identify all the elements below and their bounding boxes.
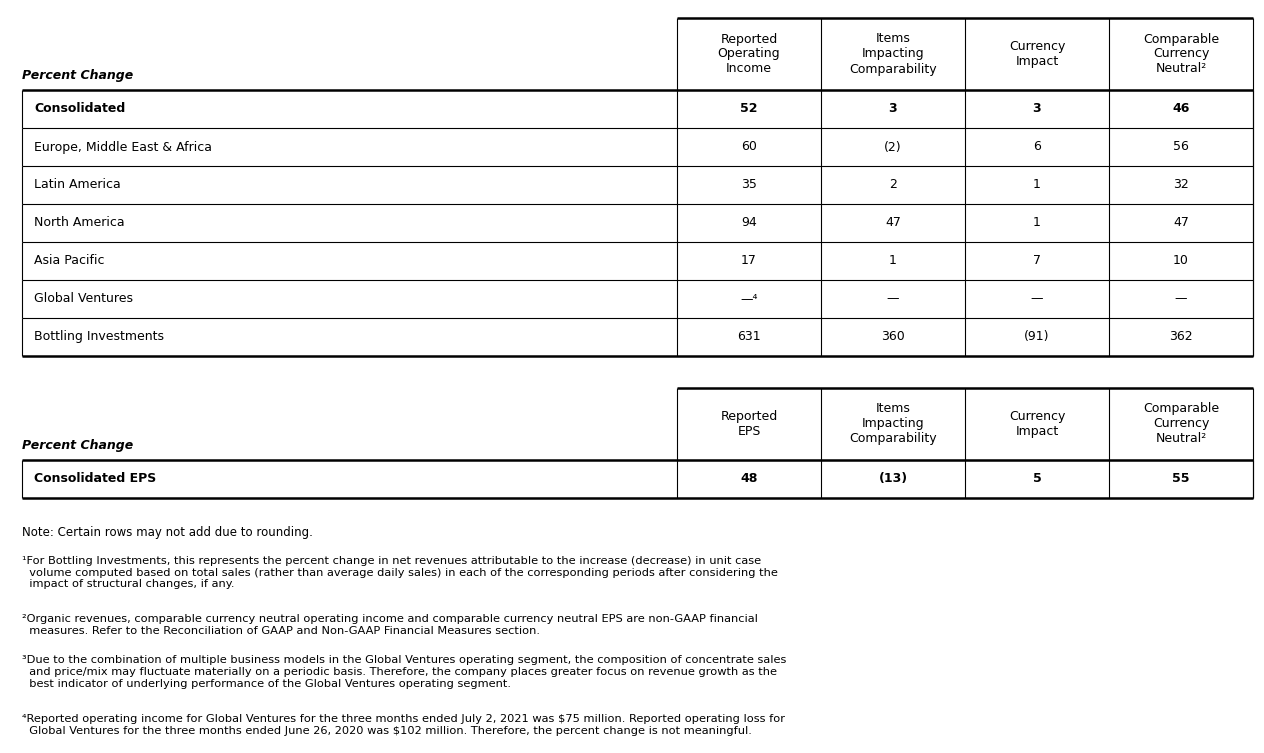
Text: 631: 631 — [737, 331, 761, 343]
Text: 17: 17 — [741, 255, 757, 267]
Text: 5: 5 — [1033, 472, 1042, 486]
Text: 3: 3 — [1033, 102, 1042, 115]
Text: 52: 52 — [741, 102, 757, 115]
Text: 6: 6 — [1033, 141, 1042, 154]
Text: 35: 35 — [741, 178, 757, 191]
Text: 10: 10 — [1173, 255, 1189, 267]
Text: 55: 55 — [1172, 472, 1189, 486]
Text: Percent Change: Percent Change — [21, 439, 133, 452]
Text: Percent Change: Percent Change — [21, 69, 133, 82]
Text: —: — — [1174, 292, 1187, 306]
Text: 360: 360 — [881, 331, 905, 343]
Text: ²Organic revenues, comparable currency neutral operating income and comparable c: ²Organic revenues, comparable currency n… — [21, 614, 758, 636]
Text: Bottling Investments: Bottling Investments — [34, 331, 164, 343]
Text: Asia Pacific: Asia Pacific — [34, 255, 105, 267]
Text: ⁴Reported operating income for Global Ventures for the three months ended July 2: ⁴Reported operating income for Global Ve… — [21, 714, 785, 736]
Text: 56: 56 — [1173, 141, 1189, 154]
Text: (91): (91) — [1024, 331, 1049, 343]
Text: —: — — [887, 292, 899, 306]
Text: Consolidated: Consolidated — [34, 102, 125, 115]
Text: Reported
Operating
Income: Reported Operating Income — [718, 32, 780, 75]
Text: Items
Impacting
Comparability: Items Impacting Comparability — [849, 403, 937, 446]
Text: 48: 48 — [741, 472, 757, 486]
Text: 46: 46 — [1172, 102, 1189, 115]
Text: 47: 47 — [1173, 217, 1189, 230]
Text: (2): (2) — [885, 141, 901, 154]
Text: Comparable
Currency
Neutral²: Comparable Currency Neutral² — [1143, 403, 1218, 446]
Text: 2: 2 — [889, 178, 897, 191]
Text: 1: 1 — [1033, 178, 1042, 191]
Text: Global Ventures: Global Ventures — [34, 292, 133, 306]
Text: —: — — [1030, 292, 1043, 306]
Text: ³Due to the combination of multiple business models in the Global Ventures opera: ³Due to the combination of multiple busi… — [21, 656, 786, 689]
Text: Consolidated EPS: Consolidated EPS — [34, 472, 157, 486]
Text: 3: 3 — [889, 102, 897, 115]
Text: —⁴: —⁴ — [741, 292, 757, 306]
Text: 362: 362 — [1169, 331, 1193, 343]
Text: (13): (13) — [878, 472, 908, 486]
Text: Currency
Impact: Currency Impact — [1009, 410, 1066, 438]
Text: 32: 32 — [1173, 178, 1189, 191]
Text: 47: 47 — [885, 217, 901, 230]
Text: ¹For Bottling Investments, this represents the percent change in net revenues at: ¹For Bottling Investments, this represen… — [21, 556, 777, 589]
Text: Latin America: Latin America — [34, 178, 121, 191]
Text: Items
Impacting
Comparability: Items Impacting Comparability — [849, 32, 937, 75]
Text: 94: 94 — [741, 217, 757, 230]
Text: 7: 7 — [1033, 255, 1042, 267]
Text: Note: Certain rows may not add due to rounding.: Note: Certain rows may not add due to ro… — [21, 526, 313, 539]
Text: Comparable
Currency
Neutral²: Comparable Currency Neutral² — [1143, 32, 1218, 75]
Text: 60: 60 — [741, 141, 757, 154]
Text: Currency
Impact: Currency Impact — [1009, 40, 1066, 68]
Text: Reported
EPS: Reported EPS — [720, 410, 777, 438]
Text: North America: North America — [34, 217, 125, 230]
Text: 1: 1 — [1033, 217, 1042, 230]
Text: Europe, Middle East & Africa: Europe, Middle East & Africa — [34, 141, 212, 154]
Text: 1: 1 — [889, 255, 897, 267]
